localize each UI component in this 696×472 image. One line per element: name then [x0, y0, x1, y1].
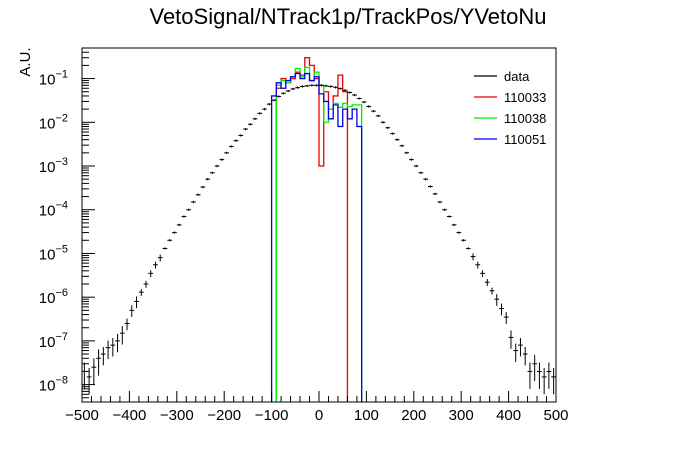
series-110051-histogram: [270, 72, 363, 402]
series-data-points: [82, 84, 556, 395]
y-tick-label: 10−6: [39, 287, 68, 307]
y-tick-label: 10−3: [39, 156, 68, 176]
x-tick-label: −400: [113, 407, 147, 424]
legend-label: 110051: [504, 132, 546, 147]
x-tick-label: 0: [315, 407, 323, 424]
legend-entry-110051: 110051: [474, 132, 546, 147]
y-tick-label: 10−1: [39, 69, 68, 89]
x-tick-label: 200: [401, 407, 426, 424]
x-tick-label: 300: [449, 407, 474, 424]
x-tick-label: −200: [207, 407, 241, 424]
series-110033-histogram: [275, 57, 349, 402]
legend-label: 110033: [504, 90, 546, 105]
legend: data 110033 110038 110051: [474, 69, 546, 147]
legend-entry-data: data: [474, 69, 530, 84]
axes-layer: −500 −400 −300 −200 −100 0 100 200 300 400 500 10−8…: [17, 47, 569, 424]
x-tick-label: −300: [160, 407, 194, 424]
y-tick-label: 10−8: [39, 375, 68, 395]
x-tick-label: 100: [354, 407, 379, 424]
y-tick-label: 10−4: [39, 200, 68, 220]
y-tick-label: 10−5: [39, 243, 68, 263]
x-tick-label: −500: [65, 407, 99, 424]
x-tick-label: −100: [255, 407, 289, 424]
x-tick-label: 400: [496, 407, 521, 424]
series-110038-histogram: [275, 66, 363, 402]
legend-entry-110033: 110033: [474, 90, 546, 105]
x-tick-label: 500: [543, 407, 568, 424]
legend-entry-110038: 110038: [474, 111, 546, 126]
y-tick-label: 10−2: [39, 112, 68, 132]
y-axis-label: A.U.: [17, 47, 34, 76]
legend-label: data: [504, 69, 530, 84]
chart-title: VetoSignal/NTrack1p/TrackPos/YVetoNu: [149, 4, 547, 29]
legend-label: 110038: [504, 111, 546, 126]
y-tick-label: 10−7: [39, 331, 68, 351]
series-layer: [82, 57, 556, 402]
